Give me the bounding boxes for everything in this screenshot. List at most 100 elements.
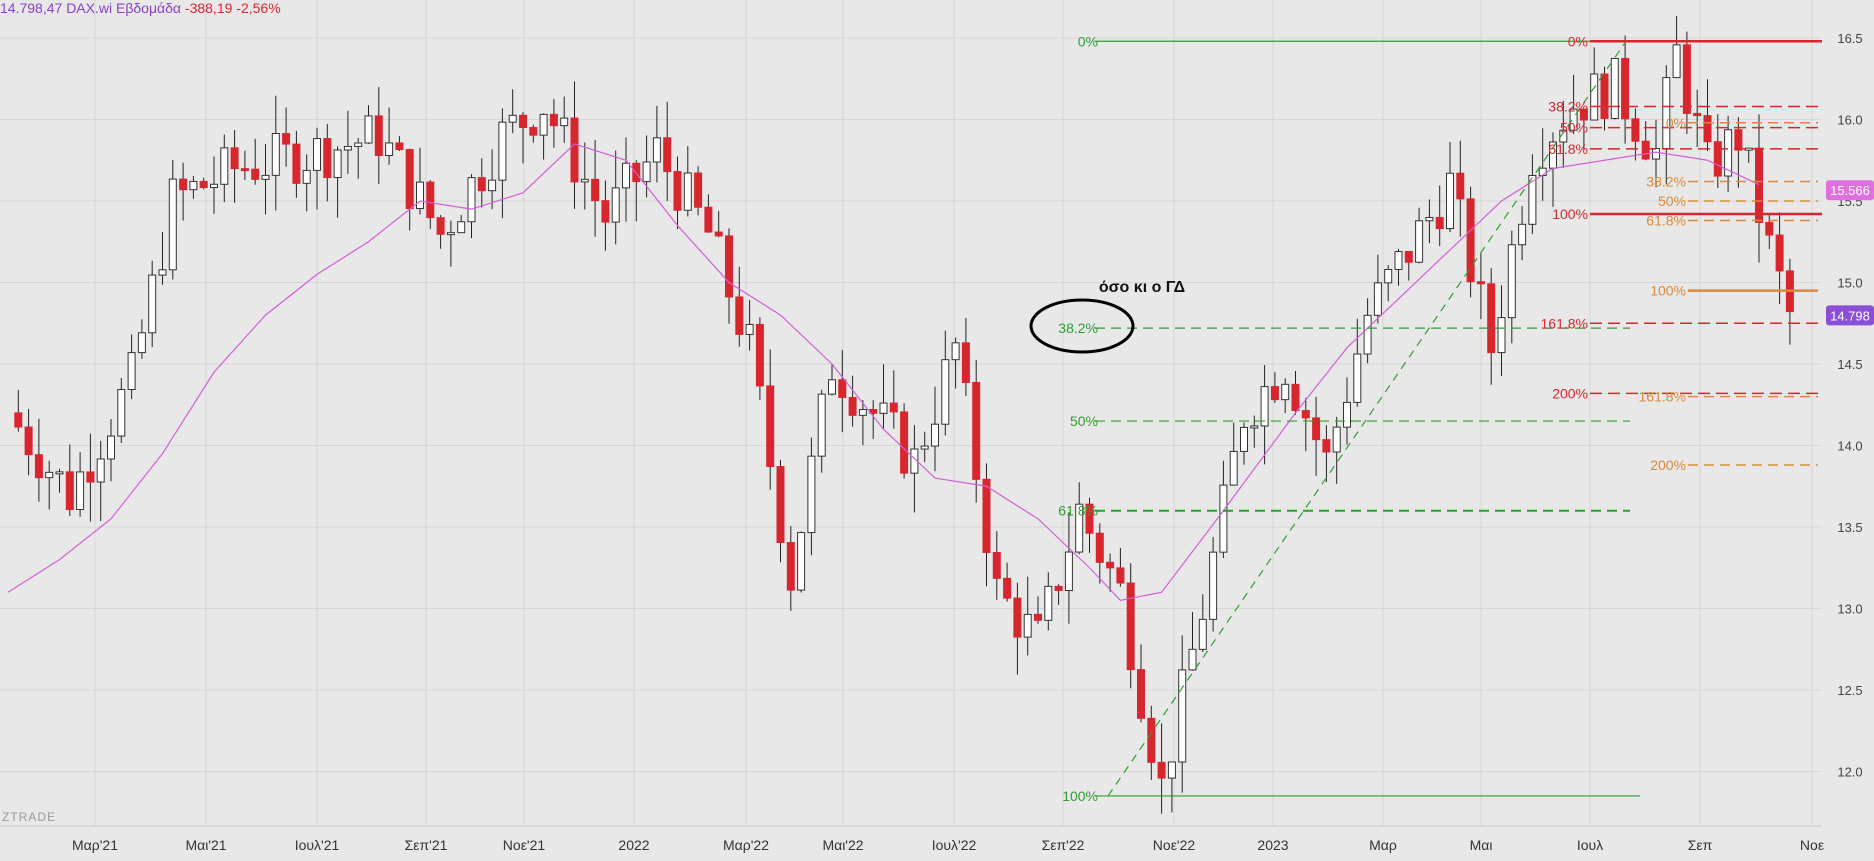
candle-body xyxy=(1250,425,1259,429)
candle-body xyxy=(683,172,692,211)
sma-line xyxy=(7,143,1760,602)
x-tick-label: Μαρ'21 xyxy=(72,837,118,853)
candle-body xyxy=(786,542,795,591)
candle-body xyxy=(1106,561,1115,569)
candle-body xyxy=(580,178,589,183)
fib-orange-label: 50% xyxy=(1658,193,1686,209)
candle-body xyxy=(210,183,218,189)
x-tick-label: 2023 xyxy=(1257,837,1288,853)
symbol-label[interactable]: DAX.wi xyxy=(66,0,113,16)
period-label[interactable]: Εβδομάδα xyxy=(115,0,182,16)
annotation-text: όσο κι ο ΓΔ xyxy=(1099,279,1185,296)
candle-body xyxy=(148,274,157,334)
fib-green-label: 50% xyxy=(1070,413,1098,429)
candle-body xyxy=(158,269,167,276)
candle-body xyxy=(622,162,630,189)
last-price-tag xyxy=(1826,305,1874,326)
candle-body xyxy=(55,471,64,475)
candle-body xyxy=(1415,220,1424,263)
candle-body xyxy=(436,217,445,235)
candle-body xyxy=(1600,73,1609,119)
y-tick-label: 14.0 xyxy=(1837,439,1862,454)
candle-body xyxy=(1682,44,1691,114)
candle-body xyxy=(848,396,857,416)
candle-body xyxy=(426,181,435,219)
fib-red-label: 100% xyxy=(1552,206,1588,222)
candle-body xyxy=(900,411,909,474)
x-tick-label: Νοε'22 xyxy=(1153,837,1196,853)
candle-body xyxy=(251,168,260,180)
candle-body xyxy=(951,342,960,361)
candle-body xyxy=(1075,503,1084,553)
candle-body xyxy=(1528,174,1537,225)
candle-body xyxy=(323,138,332,179)
candle-body xyxy=(539,113,548,136)
candle-body xyxy=(230,147,239,170)
candle-body xyxy=(282,133,291,145)
candle-body xyxy=(838,379,847,398)
candle-body xyxy=(1126,582,1135,671)
fib-orange-label: 38.2% xyxy=(1646,173,1686,189)
candle-body xyxy=(1353,353,1362,403)
x-tick-label: 2022 xyxy=(618,837,649,853)
candle-body xyxy=(931,423,939,447)
candle-body xyxy=(1281,383,1290,401)
candle-body xyxy=(601,200,610,223)
candle-body xyxy=(972,381,981,480)
fib-orange-label: 0% xyxy=(1666,115,1686,131)
candle-body xyxy=(96,458,105,483)
sma-price-tag xyxy=(1826,180,1874,201)
candle-body xyxy=(1023,613,1032,638)
candle-body xyxy=(1518,223,1527,246)
candle-body xyxy=(1137,669,1145,719)
candle-body xyxy=(1332,426,1341,453)
candle-body xyxy=(1744,147,1753,151)
candle-body xyxy=(879,402,888,414)
fib-green-label: 0% xyxy=(1078,33,1098,49)
candle-body xyxy=(261,174,270,180)
candle-body xyxy=(1260,386,1269,427)
x-tick-label: Νοε'21 xyxy=(503,837,546,853)
candle-body xyxy=(560,117,569,127)
candle-body xyxy=(992,552,1001,579)
candle-body xyxy=(1569,108,1578,131)
candle-body xyxy=(127,352,136,391)
candle-body xyxy=(1198,618,1207,650)
candle-body xyxy=(395,142,404,151)
y-tick-label: 16.5 xyxy=(1837,31,1862,46)
fib-red-label: 50% xyxy=(1560,120,1588,136)
candle-body xyxy=(1373,282,1382,316)
candle-body xyxy=(1672,44,1681,79)
candle-body xyxy=(1610,57,1619,119)
candle-body xyxy=(271,133,280,176)
fib-red-label: 200% xyxy=(1552,385,1588,401)
candle-body xyxy=(1631,118,1640,142)
candle-body xyxy=(1363,314,1372,355)
candle-body xyxy=(86,471,95,483)
chart-header: 14.798,47 DAX.wi Εβδομάδα -388,19 -2,56% xyxy=(0,0,281,16)
fib-orange-label: 100% xyxy=(1650,283,1686,299)
candle-body xyxy=(828,379,836,395)
candle-body xyxy=(446,232,455,236)
candle-body xyxy=(1312,417,1321,441)
candle-body xyxy=(1270,386,1279,401)
candle-body xyxy=(1095,532,1104,563)
candle-body xyxy=(1435,216,1444,230)
candle-body xyxy=(519,114,527,129)
candle-body xyxy=(1044,585,1053,621)
candle-body xyxy=(611,187,620,223)
candle-body xyxy=(1301,410,1310,419)
candle-body xyxy=(467,177,476,223)
sma-price-label: 15.566 xyxy=(1830,183,1870,198)
candle-body xyxy=(199,180,208,189)
candle-body xyxy=(1507,244,1516,319)
candle-body xyxy=(220,147,229,185)
x-tick-label: Ιουλ'21 xyxy=(295,837,340,853)
candle-body xyxy=(292,143,301,184)
price-readout: 14.798,47 xyxy=(0,0,63,16)
y-tick-label: 13.5 xyxy=(1837,520,1862,535)
candle-body xyxy=(45,471,54,479)
candle-body xyxy=(405,149,414,210)
candle-body xyxy=(364,115,373,144)
